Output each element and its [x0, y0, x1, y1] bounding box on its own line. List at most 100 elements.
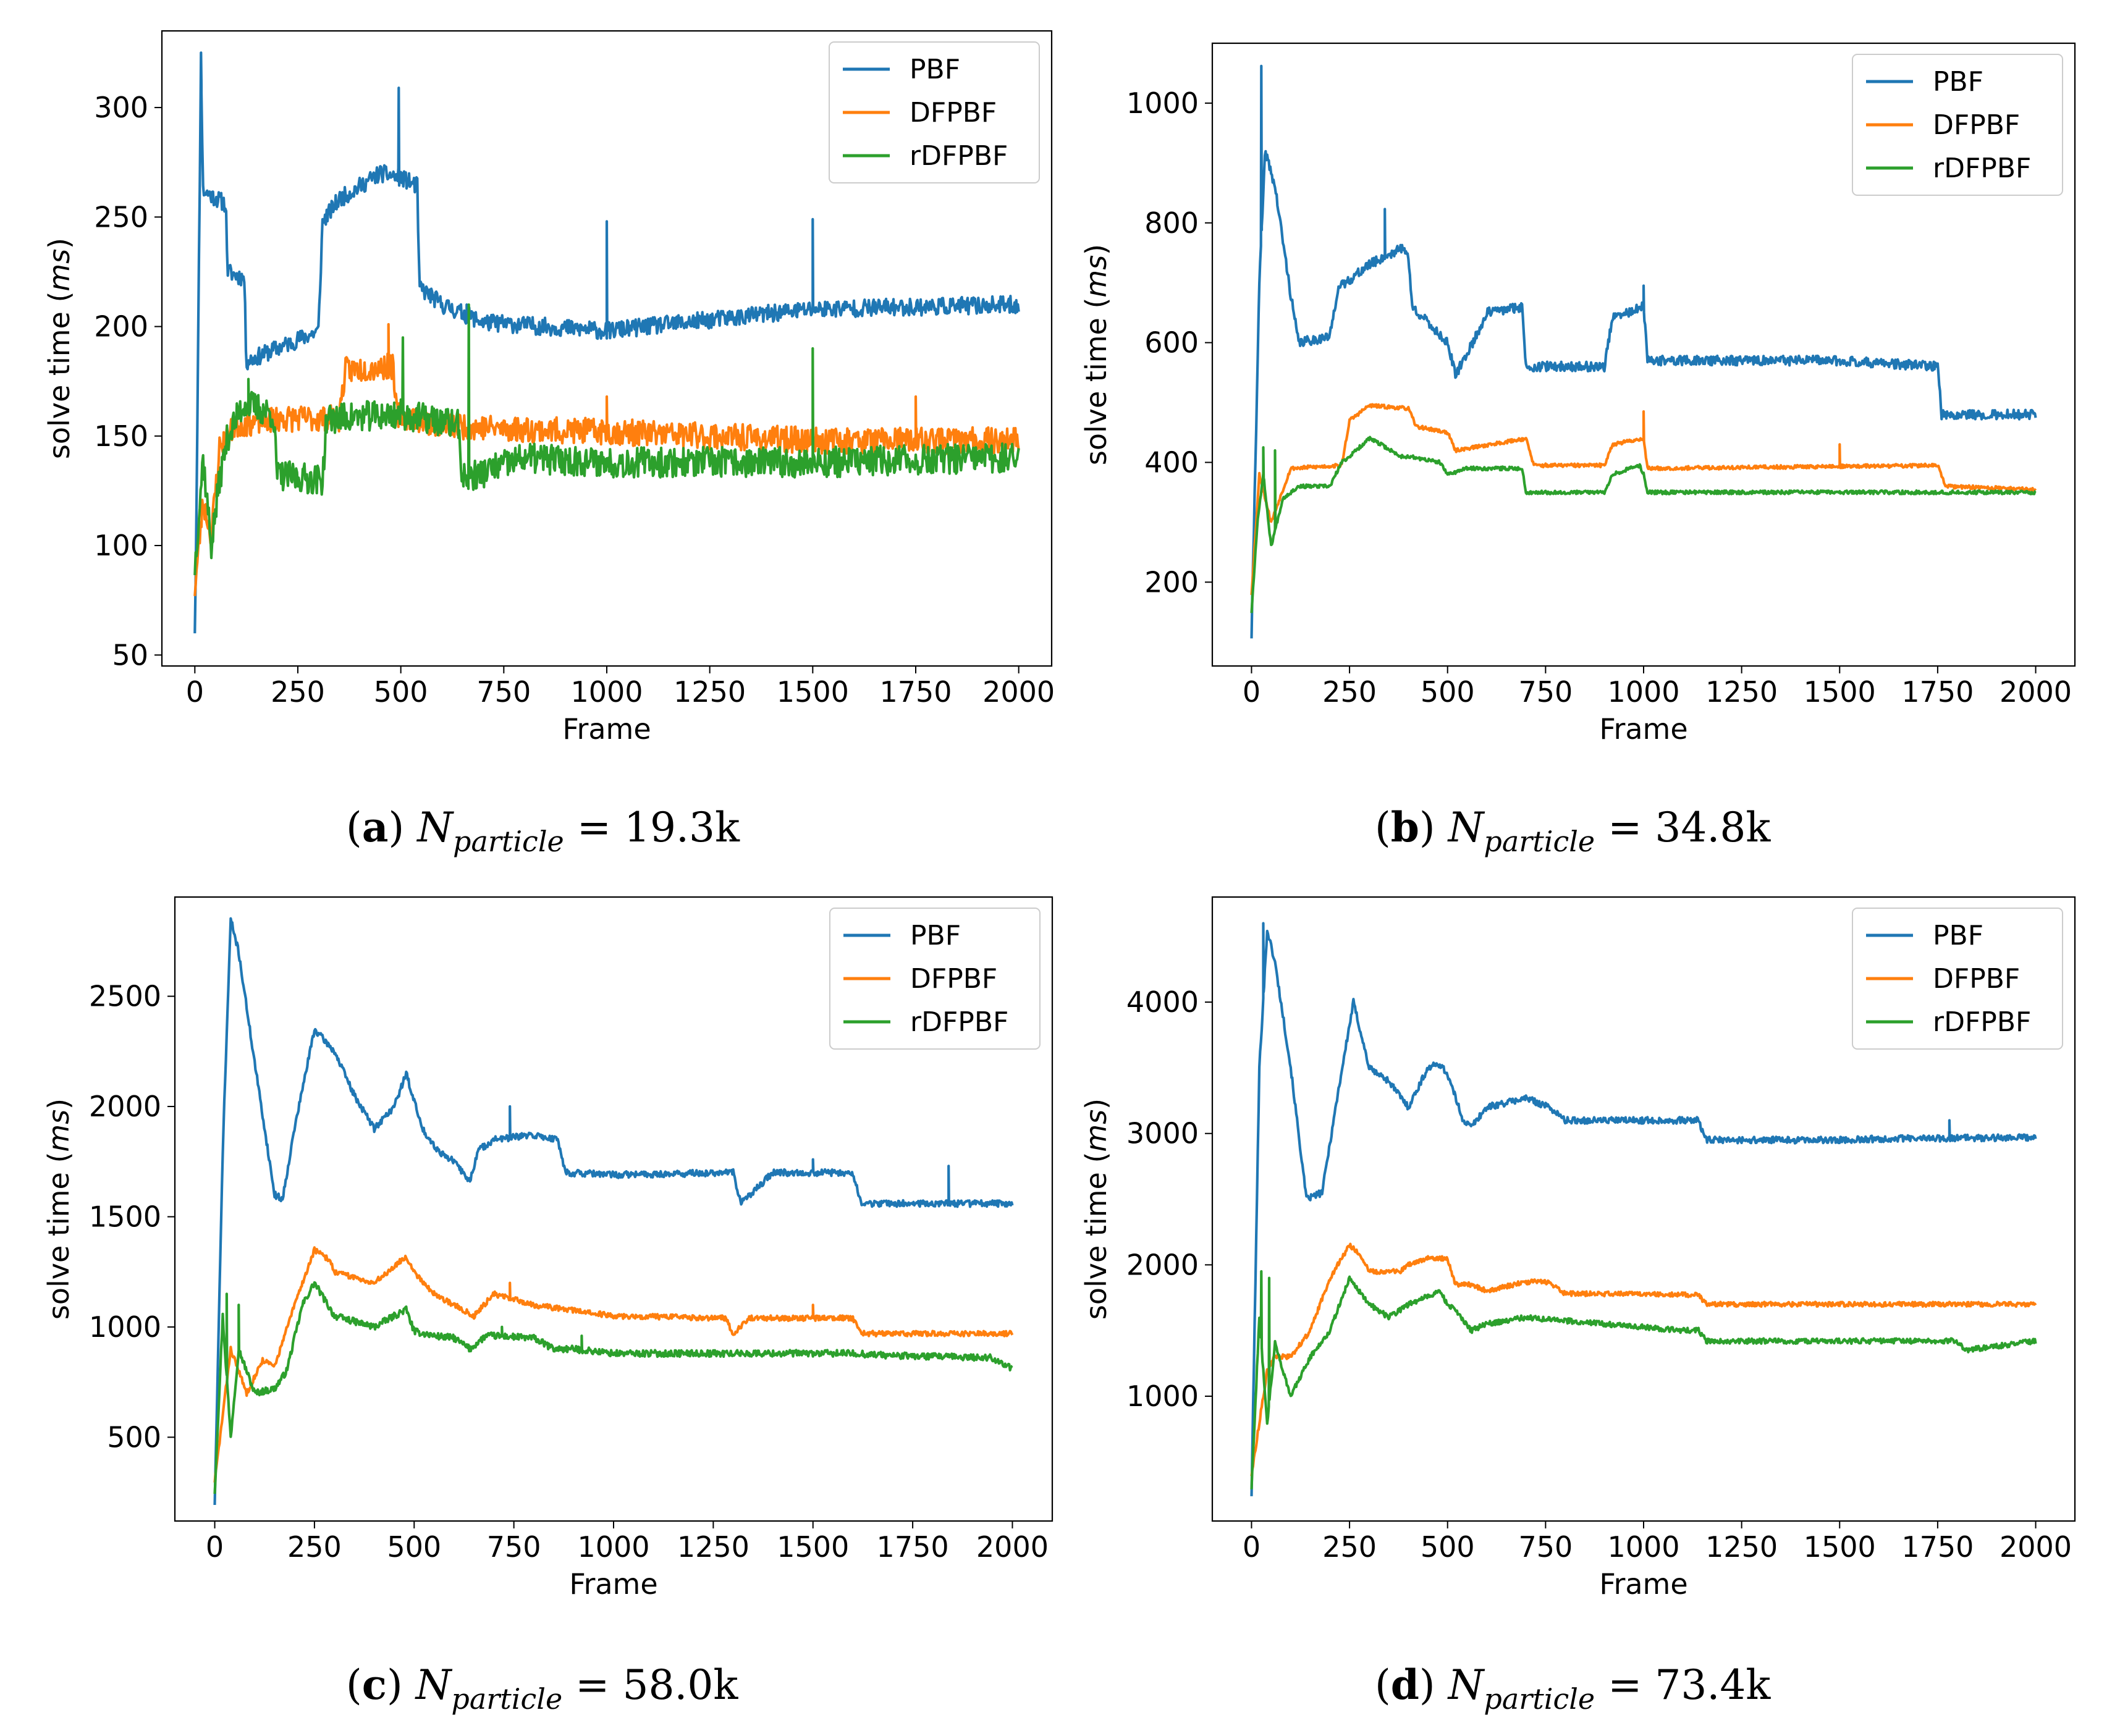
y-tick-label: 100 — [94, 529, 148, 562]
y-tick-label: 500 — [107, 1420, 161, 1454]
x-tick-label: 500 — [1421, 675, 1475, 709]
x-tick-label: 1750 — [879, 675, 952, 709]
y-tick-label: 50 — [112, 638, 148, 672]
x-tick-label: 1250 — [1705, 1530, 1778, 1564]
x-tick-label: 1000 — [1607, 675, 1679, 709]
x-tick-label: 1500 — [1804, 1530, 1876, 1564]
x-tick-label: 2000 — [982, 675, 1055, 709]
y-tick-label: 2000 — [1126, 1248, 1199, 1281]
series-line-pbf — [213, 917, 1014, 1506]
x-tick-label: 1500 — [777, 675, 849, 709]
x-tick-label: 1000 — [1607, 1530, 1679, 1564]
y-tick-label: 1000 — [1126, 1380, 1199, 1413]
x-axis-title: Frame — [1599, 712, 1687, 746]
x-tick-label: 250 — [287, 1530, 342, 1564]
chart-panel-b: 0 250 500 750 1000 1250 1500 1750 2000 200 400 600 8… — [1079, 42, 2076, 858]
x-tick-label: 500 — [387, 1530, 441, 1564]
legend: PBF DFPBF rDFPBF — [1852, 54, 2063, 196]
series-lines — [193, 51, 1020, 634]
x-tick-label: 1750 — [1901, 1530, 1974, 1564]
chart-panel-c: 0 250 500 750 1000 1250 1500 1750 2000 500 1000 150… — [42, 896, 1054, 1716]
legend-label-dfpbf: DFPBF — [910, 963, 997, 995]
x-tick-label: 2000 — [976, 1530, 1049, 1564]
chart-panel-d: 0 250 500 750 1000 1250 1500 1750 2000 1000 2000 30… — [1079, 896, 2076, 1716]
x-tick-label: 1250 — [677, 1530, 750, 1564]
y-tick-label: 150 — [94, 419, 148, 453]
legend: PBF DFPBF rDFPBF — [829, 908, 1041, 1050]
y-tick-label: 400 — [1144, 445, 1199, 479]
y-tick-label: 1000 — [89, 1310, 161, 1344]
series-line-pbf — [1250, 64, 2037, 639]
y-tick-label: 600 — [1144, 326, 1199, 360]
x-tick-label: 1750 — [877, 1530, 949, 1564]
x-tick-label: 750 — [1518, 675, 1573, 709]
x-axis-title: Frame — [1599, 1567, 1687, 1601]
x-tick-label: 0 — [186, 675, 204, 709]
x-tick-label: 1500 — [1804, 675, 1876, 709]
x-axis-title: Frame — [562, 712, 651, 746]
legend-label-pbf: PBF — [910, 54, 960, 85]
x-tick-label: 750 — [476, 675, 531, 709]
x-tick-label: 750 — [1518, 1530, 1573, 1564]
series-line-pbf — [193, 51, 1020, 634]
y-tick-label: 200 — [1144, 565, 1199, 599]
x-tick-label: 0 — [1243, 1530, 1261, 1564]
x-tick-label: 500 — [374, 675, 428, 709]
series-lines — [1250, 922, 2037, 1496]
legend-label-rdfpbf: rDFPBF — [910, 1006, 1008, 1038]
series-line-pbf — [1250, 922, 2037, 1496]
caption-b: (b) Nparticle = 34.8k — [1375, 803, 1771, 858]
y-axis-title: solve time (ms) — [1079, 244, 1113, 465]
x-tick-label: 750 — [487, 1530, 541, 1564]
legend-label-dfpbf: DFPBF — [910, 97, 997, 129]
series-line-rdfpbf — [1250, 1270, 2037, 1490]
series-line-rdfpbf — [193, 303, 1020, 575]
y-tick-label: 4000 — [1126, 985, 1199, 1019]
caption-a: (a) Nparticle = 19.3k — [346, 803, 740, 858]
series-lines — [213, 917, 1014, 1506]
legend-label-pbf: PBF — [1933, 66, 1983, 98]
legend-box — [829, 908, 1041, 1050]
chart-panels: 0 250 500 750 1000 1250 1500 1750 20005010015020… — [42, 30, 2076, 1716]
legend-box — [829, 41, 1040, 183]
x-tick-label: 1750 — [1901, 675, 1974, 709]
x-tick-label: 1250 — [1705, 675, 1778, 709]
y-tick-label: 1000 — [1126, 86, 1199, 120]
y-tick-label: 2500 — [89, 980, 161, 1013]
legend-label-rdfpbf: rDFPBF — [1933, 1006, 2031, 1038]
caption-c: (c) Nparticle = 58.0k — [346, 1661, 738, 1716]
y-tick-label: 200 — [94, 310, 148, 343]
chart-panel-a: 0 250 500 750 1000 1250 1500 1750 2000 50 100 150 20… — [43, 30, 1055, 858]
y-tick-label: 800 — [1144, 206, 1199, 240]
legend-label-pbf: PBF — [1933, 920, 1983, 951]
x-tick-label: 0 — [206, 1530, 224, 1564]
x-axis-title: Frame — [569, 1567, 657, 1601]
y-tick-label: 2000 — [89, 1090, 161, 1123]
legend-label-rdfpbf: rDFPBF — [1933, 153, 2031, 184]
legend-box — [1852, 54, 2063, 196]
x-tick-label: 1500 — [777, 1530, 849, 1564]
legend: PBF DFPBF rDFPBF — [829, 41, 1040, 183]
x-tick-label: 250 — [1322, 1530, 1377, 1564]
x-tick-label: 1250 — [674, 675, 746, 709]
y-tick-label: 250 — [94, 200, 148, 234]
x-tick-label: 250 — [1322, 675, 1377, 709]
legend-label-dfpbf: DFPBF — [1933, 109, 2020, 141]
x-tick-label: 2000 — [2000, 1530, 2072, 1564]
legend-label-rdfpbf: rDFPBF — [910, 140, 1008, 172]
legend-label-dfpbf: DFPBF — [1933, 963, 2020, 995]
legend-box — [1852, 908, 2063, 1050]
y-axis-title: solve time (ms) — [43, 238, 76, 459]
series-line-rdfpbf — [213, 1281, 1013, 1494]
series-line-dfpbf — [1250, 1242, 2037, 1477]
series-line-dfpbf — [1250, 403, 2037, 596]
x-tick-label: 2000 — [2000, 675, 2072, 709]
caption-d: (d) Nparticle = 73.4k — [1375, 1661, 1771, 1716]
x-tick-label: 0 — [1243, 675, 1261, 709]
x-tick-label: 1000 — [577, 1530, 649, 1564]
y-axis-title: solve time (ms) — [42, 1098, 75, 1320]
x-tick-label: 1000 — [570, 675, 643, 709]
y-tick-label: 3000 — [1126, 1117, 1199, 1150]
